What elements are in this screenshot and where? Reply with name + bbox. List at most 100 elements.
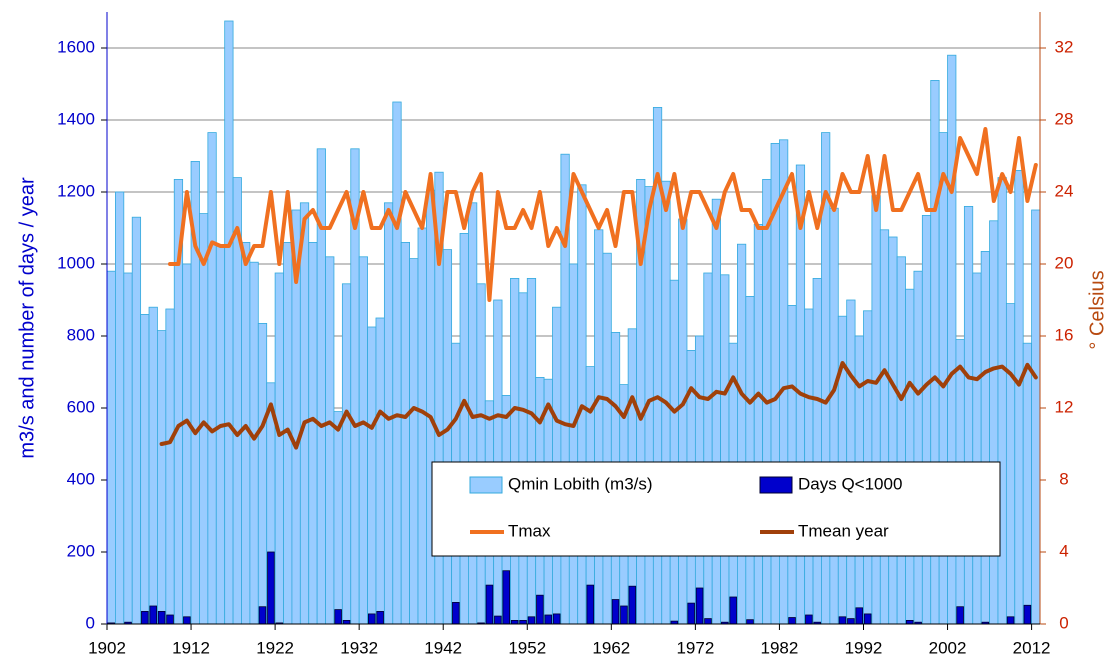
bar <box>1006 616 1015 625</box>
bar <box>956 606 964 625</box>
x-tick-label: 1942 <box>424 638 462 657</box>
bar <box>687 602 695 625</box>
y-tick-label: 600 <box>67 397 95 416</box>
y2-tick-label: 16 <box>1055 325 1074 344</box>
bar <box>157 330 167 625</box>
bar <box>729 596 737 625</box>
bar <box>871 195 881 625</box>
bar <box>148 306 158 625</box>
bar <box>149 605 157 625</box>
bar <box>753 223 764 625</box>
bar <box>628 585 637 625</box>
bar <box>476 283 486 625</box>
x-tick-label: 1912 <box>172 638 210 657</box>
bar <box>367 326 377 625</box>
bar <box>442 249 453 625</box>
bar <box>602 252 612 625</box>
bar <box>308 241 318 625</box>
bar <box>711 198 721 625</box>
bar <box>745 295 755 625</box>
bar <box>805 614 813 625</box>
bar <box>896 256 906 625</box>
bar <box>325 256 335 625</box>
line <box>168 127 1038 302</box>
legend-swatch <box>759 476 793 494</box>
legend-label: Days Q<1000 <box>798 474 902 493</box>
bar <box>376 611 384 625</box>
bar <box>1031 209 1041 625</box>
bar <box>746 619 754 625</box>
x-tick-label: 2012 <box>1013 638 1051 657</box>
bar <box>502 570 511 625</box>
bar <box>368 613 376 625</box>
legend-box <box>431 461 1001 557</box>
bar <box>921 214 932 625</box>
bar <box>131 216 142 625</box>
legend-label: Qmin Lobith (m3/s) <box>508 474 653 493</box>
bar <box>1023 604 1032 625</box>
bar <box>459 232 469 625</box>
bar <box>611 599 620 625</box>
bar <box>737 243 747 625</box>
bar <box>788 617 796 625</box>
bar <box>526 277 537 625</box>
bar <box>620 605 628 625</box>
bar <box>678 218 688 625</box>
bar <box>720 274 730 625</box>
legend-label: Tmean year <box>798 521 889 540</box>
bar <box>274 272 284 625</box>
y2-tick-label: 32 <box>1055 37 1074 56</box>
y2-axis-label: ° Celsius <box>1086 270 1108 349</box>
bar <box>586 584 595 625</box>
bar <box>452 602 460 625</box>
bar <box>669 279 679 625</box>
bar <box>257 322 268 625</box>
bar <box>972 272 982 625</box>
x-tick-label: 1992 <box>845 638 883 657</box>
x-tick-label: 1932 <box>340 638 378 657</box>
bar <box>510 620 519 625</box>
bar <box>485 584 494 625</box>
bar <box>552 613 561 625</box>
bar <box>383 202 394 625</box>
bar <box>333 411 343 625</box>
bar <box>342 620 351 625</box>
bar <box>847 618 855 625</box>
bar <box>417 227 427 625</box>
bar <box>518 292 528 625</box>
bar <box>115 191 125 625</box>
bar <box>568 263 579 625</box>
bar <box>963 205 974 625</box>
y2-tick-label: 24 <box>1055 181 1074 200</box>
x-tick-label: 1952 <box>508 638 546 657</box>
bar <box>703 272 713 625</box>
bar <box>426 189 436 625</box>
y-tick-label: 800 <box>67 325 95 344</box>
bar <box>157 611 166 625</box>
bar <box>494 615 502 625</box>
bar <box>997 177 1007 625</box>
bar <box>879 229 890 625</box>
bar <box>392 101 402 625</box>
bar <box>258 606 267 625</box>
bar <box>695 587 704 625</box>
bar <box>299 202 310 625</box>
bar <box>536 594 544 625</box>
bar <box>224 20 234 625</box>
bar <box>980 250 990 625</box>
y2-tick-label: 4 <box>1059 541 1068 560</box>
y2-tick-label: 20 <box>1055 253 1074 272</box>
bar <box>123 272 133 625</box>
bar <box>913 270 923 625</box>
bar <box>207 132 217 625</box>
x-tick-label: 1982 <box>761 638 799 657</box>
bar <box>510 277 520 625</box>
x-tick-label: 1922 <box>256 638 294 657</box>
bar <box>527 616 536 625</box>
bar <box>334 609 342 625</box>
bar <box>215 245 226 625</box>
y-tick-label: 1000 <box>57 253 95 272</box>
bar <box>183 616 191 625</box>
y2-tick-label: 28 <box>1055 109 1074 128</box>
y-axis-label: m3/s and number of days / year <box>16 177 38 459</box>
